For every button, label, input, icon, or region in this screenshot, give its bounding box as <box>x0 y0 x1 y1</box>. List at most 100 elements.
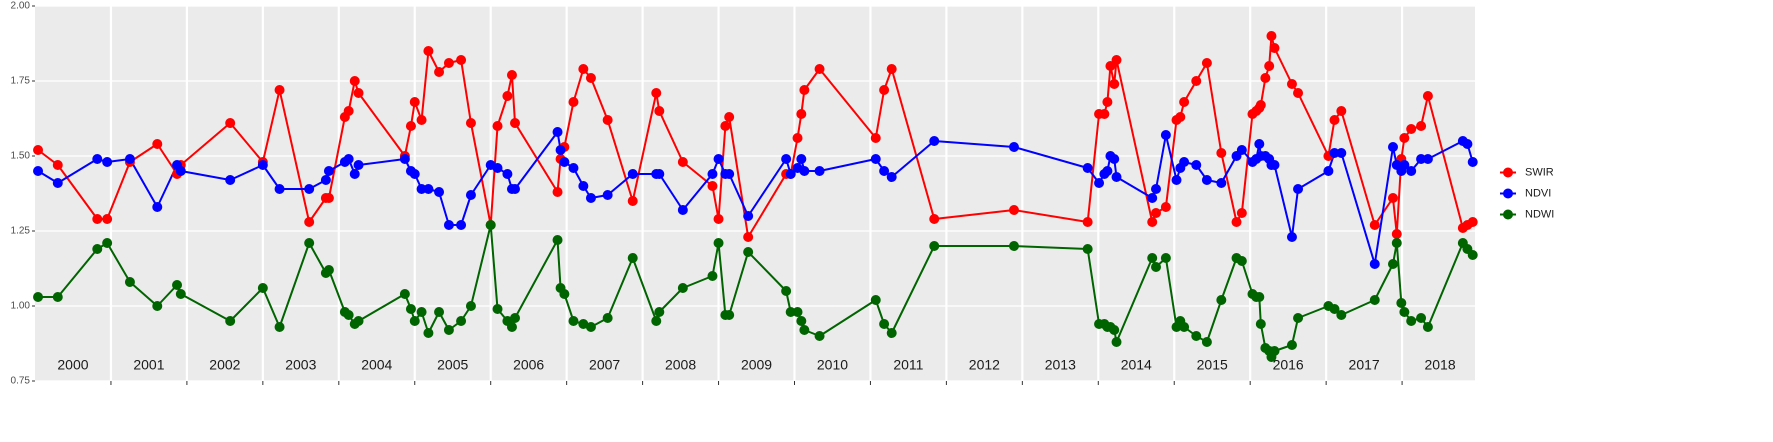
point <box>1236 208 1247 218</box>
point <box>92 244 103 254</box>
point <box>33 145 44 155</box>
point <box>886 64 897 74</box>
point <box>1369 295 1380 305</box>
point <box>555 145 566 155</box>
point <box>1147 253 1158 263</box>
point <box>1082 217 1093 227</box>
point <box>578 181 589 191</box>
x-tick-label: 2018 <box>1424 357 1455 373</box>
point <box>585 73 596 83</box>
point <box>1406 124 1417 134</box>
x-tick-label: 2003 <box>285 357 316 373</box>
point <box>399 154 410 164</box>
point <box>465 301 476 311</box>
point <box>743 211 754 221</box>
point <box>409 97 420 107</box>
point <box>602 190 613 200</box>
x-tick-label: 2007 <box>589 357 620 373</box>
point <box>781 154 792 164</box>
point <box>225 118 236 128</box>
point <box>323 265 334 275</box>
x-tick-label: 2006 <box>513 357 544 373</box>
point <box>713 238 724 248</box>
point <box>677 205 688 215</box>
point <box>929 136 940 146</box>
point <box>323 166 334 176</box>
point <box>814 331 825 341</box>
point <box>510 184 520 194</box>
point <box>1191 160 1202 170</box>
point <box>1094 178 1105 188</box>
point <box>796 316 807 326</box>
point <box>870 154 881 164</box>
point <box>743 247 754 257</box>
point <box>1396 298 1407 308</box>
point <box>409 169 420 179</box>
point <box>799 166 810 176</box>
marks <box>33 31 1478 362</box>
point <box>781 286 792 296</box>
point <box>416 307 427 317</box>
point <box>929 214 940 224</box>
point <box>1191 76 1202 86</box>
x-tick-label: 2013 <box>1045 357 1076 373</box>
point <box>225 175 236 185</box>
point <box>1462 139 1473 149</box>
point <box>434 67 445 77</box>
point <box>1391 238 1402 248</box>
point <box>1422 322 1433 332</box>
x-tick-label: 2016 <box>1273 357 1304 373</box>
point <box>1406 166 1417 176</box>
point <box>578 64 589 74</box>
point <box>1255 100 1266 110</box>
point <box>1286 79 1297 89</box>
point <box>1416 313 1427 323</box>
point <box>879 85 890 95</box>
point <box>559 157 570 167</box>
point <box>929 241 940 251</box>
point <box>274 184 285 194</box>
point <box>506 70 517 80</box>
point <box>578 319 589 329</box>
point <box>627 169 638 179</box>
point <box>1201 58 1212 68</box>
point <box>304 184 315 194</box>
x-tick-label: 2001 <box>133 357 164 373</box>
point <box>304 238 315 248</box>
labels: 0.75 1.00 1.25 1.50 1.75 2.00 2000 2001 2002 2003… <box>11 1 1555 387</box>
point <box>1387 142 1398 152</box>
point <box>724 310 735 320</box>
point <box>510 118 520 128</box>
point <box>443 220 454 230</box>
point <box>502 91 513 101</box>
point <box>506 322 517 332</box>
point <box>1216 148 1227 158</box>
point <box>52 160 63 170</box>
point <box>172 280 183 290</box>
point <box>1329 148 1340 158</box>
x-tick-label: 2009 <box>741 357 772 373</box>
point <box>1329 304 1340 314</box>
x-tick-label: 2017 <box>1349 357 1380 373</box>
point <box>124 277 135 287</box>
point <box>353 160 364 170</box>
x-tick-label: 2012 <box>969 357 1000 373</box>
point <box>1160 130 1171 140</box>
point <box>1111 337 1122 347</box>
point <box>1467 250 1478 260</box>
point <box>343 106 354 116</box>
point <box>627 253 638 263</box>
point <box>1008 241 1019 251</box>
point <box>1399 160 1410 170</box>
point <box>465 190 476 200</box>
point <box>33 292 44 302</box>
point <box>353 316 364 326</box>
point <box>52 178 63 188</box>
point <box>654 307 665 317</box>
point <box>720 121 731 131</box>
point <box>799 325 810 335</box>
point <box>1286 340 1297 350</box>
point <box>443 58 454 68</box>
point <box>1323 166 1334 176</box>
point <box>1201 175 1212 185</box>
